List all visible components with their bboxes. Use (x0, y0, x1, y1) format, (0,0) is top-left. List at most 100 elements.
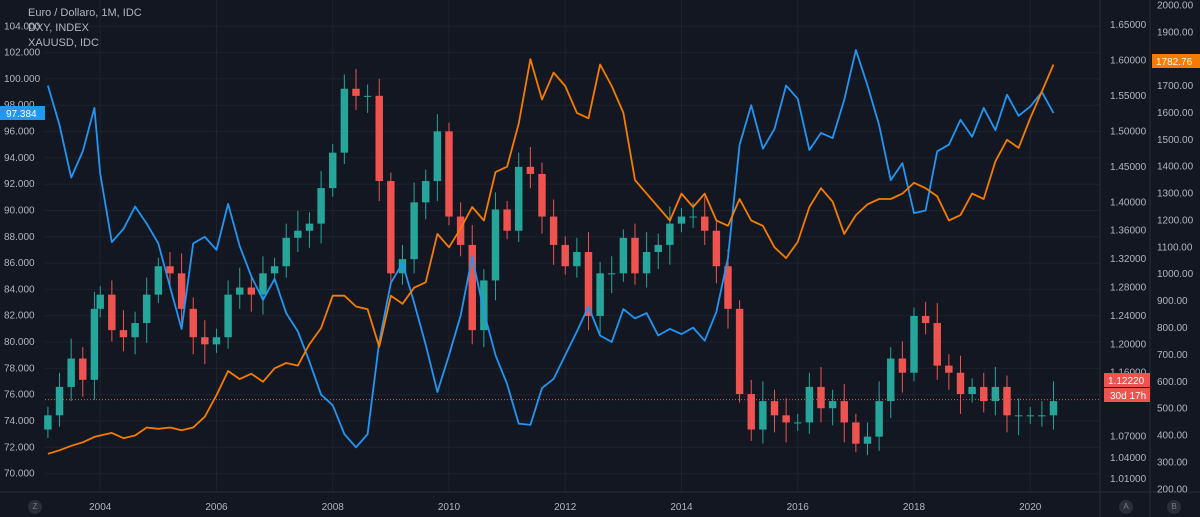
dxy-tick-3: 76.000 (4, 390, 35, 401)
dxy-tick-10: 90.000 (4, 205, 35, 216)
eurusd-candle-body-4 (90, 308, 99, 380)
eurusd-candle-body-68 (828, 401, 837, 409)
eurusd-candle-body-76 (921, 315, 930, 324)
eurusd-candle-body-37 (468, 244, 476, 331)
eurusd-candle-body-44 (549, 216, 558, 245)
eurusd-candle-body-59 (724, 266, 732, 309)
auto-scale-button[interactable]: A (1119, 500, 1133, 514)
eurusd-candle-body-47 (584, 252, 593, 316)
eurusd-candle-body-24 (317, 188, 325, 224)
eurusd-candle-body-45 (561, 244, 569, 267)
eurusd-candle-body-69 (840, 401, 848, 423)
eurusd-tick-2: 1.07000 (1110, 432, 1147, 443)
eurusd-candle-body-35 (445, 131, 453, 217)
eurusd-candle-body-12 (177, 273, 186, 309)
legend-dxy[interactable]: DXY, INDEX (28, 22, 89, 34)
eurusd-candle-body-6 (108, 294, 116, 331)
eurusd-candle-body-34 (433, 131, 442, 182)
eurusd-candle-body-38 (480, 280, 488, 331)
time-tick-1: 2006 (205, 502, 228, 513)
eurusd-candle-body-80 (968, 386, 976, 395)
eurusd-candle-body-87 (1049, 401, 1058, 416)
eurusd-candle-body-7 (119, 330, 128, 338)
eurusd-candle-body-73 (887, 358, 895, 402)
eurusd-candle-body-67 (817, 386, 825, 409)
gold-tick-7: 900.00 (1157, 296, 1188, 307)
eurusd-tick-8: 1.36000 (1110, 226, 1147, 237)
time-tick-8: 2020 (1019, 502, 1042, 513)
dxy-tick-0: 70.000 (4, 469, 35, 480)
eurusd-tick-11: 1.50000 (1110, 126, 1147, 137)
gold-line (47, 58, 1055, 455)
zoom-button[interactable]: Z (28, 500, 42, 514)
eurusd-candle-body-74 (898, 358, 907, 373)
eurusd-tick-10: 1.45000 (1110, 162, 1147, 173)
eurusd-candle-body-51 (631, 237, 639, 274)
dxy-tick-8: 86.000 (4, 258, 35, 269)
gold-tick-3: 500.00 (1157, 404, 1188, 415)
gold-tick-18: 2000.00 (1157, 0, 1194, 11)
legend-gold[interactable]: XAUUSD, IDC (28, 37, 99, 49)
dxy-tick-14: 98.000 (4, 100, 35, 111)
eurusd-candle-body-43 (538, 173, 546, 217)
eurusd-candle-body-66 (805, 386, 814, 423)
eurusd-candle-body-36 (456, 216, 465, 245)
eurusd-candle-body-64 (782, 415, 790, 423)
eurusd-candle-body-11 (166, 266, 174, 274)
eurusd-candle-body-33 (422, 181, 430, 203)
eurusd-candle-body-81 (980, 386, 988, 402)
eurusd-candle-body-1 (55, 386, 64, 416)
eurusd-candle-body-56 (689, 216, 697, 218)
gold-tick-17: 1900.00 (1157, 27, 1194, 38)
time-tick-2: 2008 (322, 502, 345, 513)
eurusd-candle-body-26 (340, 88, 349, 153)
eurusd-candle-body-31 (398, 259, 407, 274)
time-tick-0: 2004 (89, 502, 112, 513)
gold-axis: 200.00 300.00 400.00 500.00 600.00 700.00 800.… (1157, 0, 1194, 495)
eurusd-candle-body-53 (654, 244, 662, 253)
gold-tick-6: 800.00 (1157, 323, 1188, 334)
eurusd-axis: 1.010001.040001.070001.160001.200001.240… (1110, 20, 1147, 485)
dxy-tick-15: 100.000 (4, 74, 41, 85)
gold-tick-15: 1700.00 (1157, 81, 1194, 92)
time-tick-5: 2014 (670, 502, 693, 513)
eurusd-candle-body-75 (910, 315, 918, 373)
time-tick-4: 2012 (554, 502, 577, 513)
eurusd-candle-body-77 (933, 323, 941, 366)
gold-tick-9: 1100.00 (1157, 242, 1193, 253)
eurusd-tick-7: 1.32000 (1110, 254, 1147, 265)
eurusd-candle-body-65 (794, 422, 802, 424)
dxy-tick-4: 78.000 (4, 363, 35, 374)
eurusd-tick-12: 1.55000 (1110, 91, 1147, 102)
scale-toggle-button[interactable]: B (1167, 500, 1181, 514)
dxy-tick-17: 104.000 (4, 21, 41, 32)
eurusd-tick-14: 1.65000 (1110, 20, 1147, 31)
eurusd-tick-13: 1.60000 (1110, 55, 1147, 66)
eurusd-tick-4: 1.20000 (1110, 339, 1147, 350)
eurusd-candle-body-79 (956, 372, 965, 395)
eurusd-candle-body-58 (712, 230, 721, 267)
eurusd-tick-1: 1.04000 (1110, 453, 1147, 464)
eurusd-candle-body-84 (1014, 415, 1023, 417)
eurusd-candle-body-42 (526, 166, 535, 174)
time-axis: 2004 2006 2008 2010 2012 2014 2016 2018 2020 (89, 502, 1042, 513)
gold-tick-10: 1200.00 (1157, 215, 1194, 226)
dxy-tick-5: 80.000 (4, 337, 35, 348)
eurusd-candle-body-32 (410, 202, 418, 260)
eurusd-candle-body-40 (503, 209, 511, 231)
eurusd-candle-body-41 (515, 166, 523, 231)
gold-tick-5: 700.00 (1157, 350, 1188, 361)
dxy-tick-7: 84.000 (4, 284, 35, 295)
gold-tick-1: 300.00 (1157, 457, 1188, 468)
legend: Euro / Dollaro, 1M, IDC DXY, INDEX XAUUS… (28, 6, 142, 51)
legend-eurusd[interactable]: Euro / Dollaro, 1M, IDC (28, 7, 142, 19)
eurusd-candle-body-85 (1026, 415, 1034, 417)
eurusd-candle-body-23 (305, 223, 314, 231)
eurusd-candle-body-60 (735, 308, 744, 395)
eurusd-candle-body-50 (619, 237, 628, 274)
dxy-value-badge: 97.384 (0, 106, 45, 120)
dxy-tick-2: 74.000 (4, 416, 35, 427)
gold-tick-14: 1600.00 (1157, 108, 1194, 119)
